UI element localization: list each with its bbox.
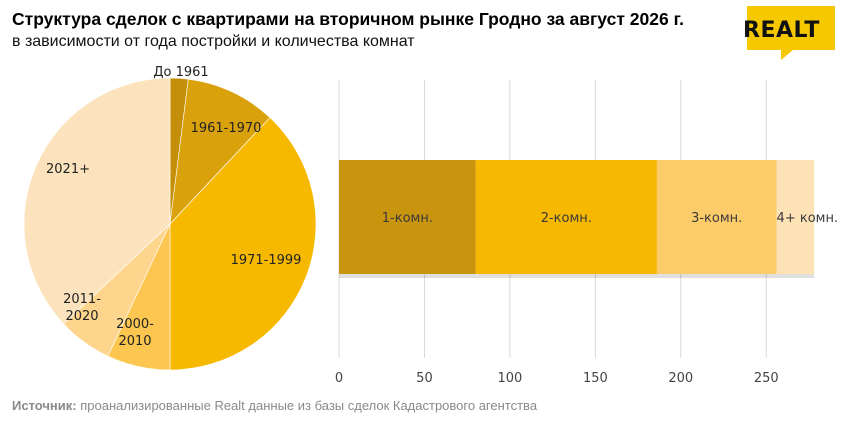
realt-logo: REALT bbox=[741, 6, 837, 60]
chart-title: Структура сделок с квартирами на вторичн… bbox=[12, 9, 684, 29]
pie-label-5-line-2: 2020 bbox=[65, 309, 98, 324]
pie-label-6: 2021+ bbox=[46, 162, 90, 177]
x-tick-label-6: 250 bbox=[754, 371, 779, 386]
pie-label-3: 1971-1999 bbox=[231, 253, 302, 268]
bar-segment-1 bbox=[339, 160, 476, 274]
bar-label-2: 2-комн. bbox=[541, 211, 592, 226]
x-tick-label-2: 50 bbox=[416, 371, 433, 386]
pie-slice-2 bbox=[169, 78, 271, 225]
x-tick-label-5: 200 bbox=[668, 371, 693, 386]
pie-label-5-line-1: 2011- bbox=[63, 292, 101, 307]
bar-label-3: 3-комн. bbox=[691, 211, 742, 226]
x-tick-label-1: 0 bbox=[335, 371, 343, 386]
pie-label-4-line-1: 2000- bbox=[116, 317, 154, 332]
chart-header: Структура сделок с квартирами на вторичн… bbox=[12, 8, 684, 52]
bar-segment-3 bbox=[656, 160, 777, 274]
bar-label-1: 1-комн. bbox=[382, 211, 433, 226]
pie-label-1: До 1961 bbox=[153, 65, 208, 80]
logo-text: REALT bbox=[743, 18, 820, 43]
bar-segment-4 bbox=[776, 160, 815, 274]
pie-label-4-line-2: 2010 bbox=[118, 334, 151, 349]
bar-segment-2 bbox=[475, 160, 657, 274]
source-text: проанализированные Realt данные из базы … bbox=[76, 398, 538, 413]
x-tick-label-3: 100 bbox=[497, 371, 522, 386]
source-label: Источник: bbox=[12, 398, 77, 413]
chart-subtitle: в зависимости от года постройки и количе… bbox=[12, 33, 415, 50]
pie-slice-3 bbox=[169, 117, 317, 371]
source-note: Источник: проанализированные Realt данны… bbox=[12, 398, 537, 413]
pie-label-2: 1961-1970 bbox=[191, 121, 262, 136]
logo-mark bbox=[747, 6, 835, 60]
pie-slice-6 bbox=[23, 77, 171, 325]
x-tick-label-4: 150 bbox=[583, 371, 608, 386]
bar-label-4: 4+ комн. bbox=[777, 211, 839, 226]
